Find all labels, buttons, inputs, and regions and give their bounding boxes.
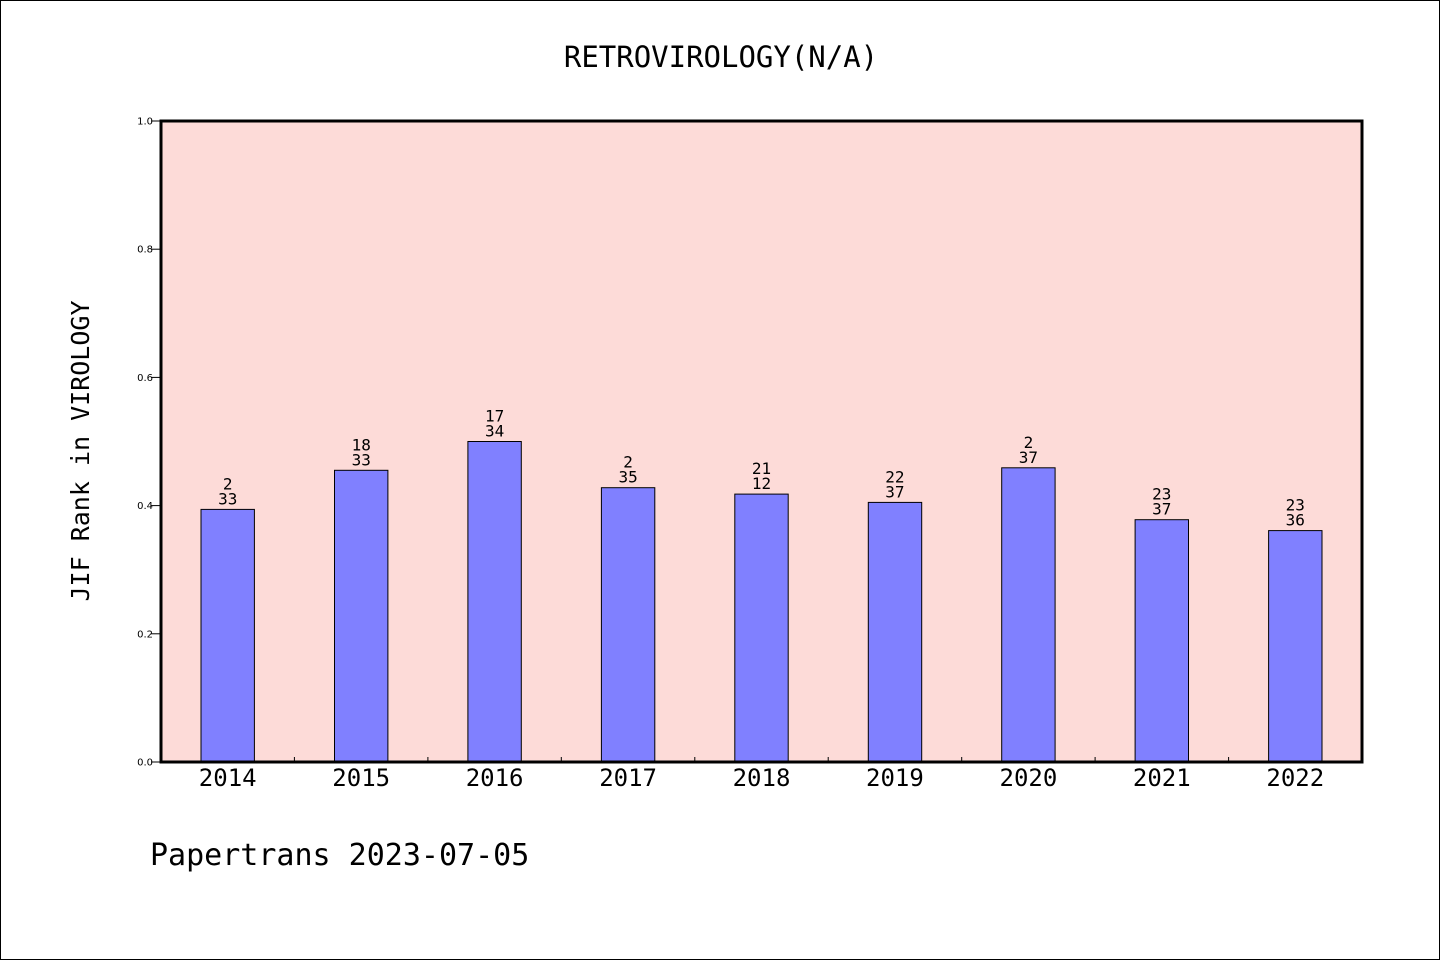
x-tick-label-2014: 2014 [199,764,257,792]
x-tick-label-2018: 2018 [733,764,791,792]
x-tick-labels-layer: 2014 2015 2016 2017 2018 2019 2020 2021 2022 [199,757,1324,792]
bar-2017 [600,487,656,763]
bar-label-bottom-2022: 36 [1286,511,1305,530]
y-axis-label: JIF Rank in VIROLOGY [66,300,95,601]
bar-label-top-2018: 21 [752,459,771,478]
bar-2021 [1134,519,1189,763]
bar-label-bottom-2019: 37 [885,482,904,501]
bar-2014 [200,508,255,763]
y-tick-label-1.0: 1.0 [137,117,153,128]
bar-label-top-2016: 17 [485,407,504,426]
bar-label-top-2022: 23 [1286,496,1305,515]
bar-label-bottom-2018: 12 [752,474,771,493]
y-tick-label-0.2: 0.2 [137,629,153,640]
x-tick-label-2021: 2021 [1133,764,1191,792]
chart-title: RETROVIROLOGY(N/A) [564,40,878,74]
plot-frame [159,119,1364,764]
y-tick-label-0.4: 0.4 [137,501,153,512]
bar-label-bottom-2020: 37 [1019,448,1038,467]
bar-label-top-2015: 18 [352,435,371,454]
x-tick-label-2017: 2017 [599,764,657,792]
y-tick-label-0.0: 0.0 [137,758,153,769]
bar-label-top-2017: 2 [623,453,633,472]
bar-label-top-2021: 23 [1152,485,1171,504]
bar-label-bottom-2021: 37 [1152,500,1171,519]
bars-layer [200,441,1323,763]
y-tick-label-0.6: 0.6 [137,373,153,384]
y-tick-label-0.8: 0.8 [137,245,153,256]
x-tick-label-2020: 2020 [1000,764,1058,792]
footer-text: Papertrans 2023-07-05 [150,838,529,873]
y-ticks-layer: 0.0 0.2 0.4 0.6 0.8 1.0 [137,117,161,769]
bar-2022 [1268,530,1323,763]
bar-label-bottom-2017: 35 [618,468,637,487]
bar-2015 [334,469,389,763]
bar-label-bottom-2015: 33 [352,450,371,469]
bar-2020 [1001,467,1056,763]
bar-label-bottom-2016: 34 [485,422,504,441]
x-tick-label-2016: 2016 [466,764,524,792]
bar-2019 [867,501,923,763]
bar-label-top-2019: 22 [885,467,904,486]
x-tick-label-2015: 2015 [332,764,390,792]
bar-label-top-2020: 2 [1024,433,1034,452]
bar-label-top-2014: 2 [223,474,233,493]
bar-2018 [734,493,789,763]
bar-2016 [467,441,522,763]
bar-label-bottom-2014: 33 [218,489,237,508]
x-tick-label-2019: 2019 [866,764,924,792]
x-tick-label-2022: 2022 [1266,764,1324,792]
